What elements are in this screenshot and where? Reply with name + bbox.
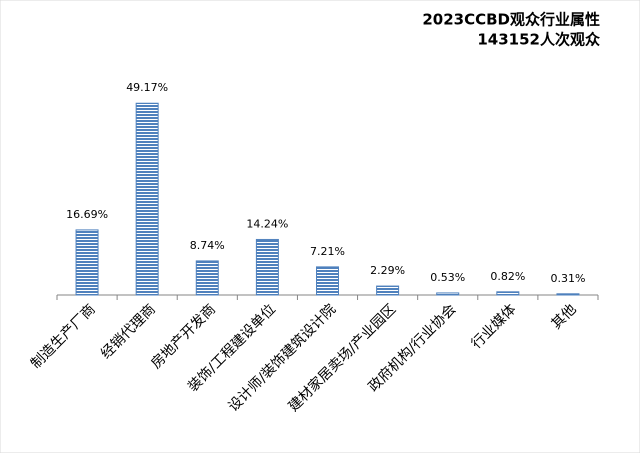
- bar: [556, 293, 580, 296]
- value-label: 49.17%: [126, 81, 168, 94]
- bar: [195, 260, 219, 296]
- value-label: 16.69%: [66, 208, 108, 221]
- bar: [316, 266, 339, 296]
- value-label: 7.21%: [310, 245, 345, 258]
- bar: [135, 102, 159, 296]
- value-label: 14.24%: [246, 217, 288, 230]
- value-label: 0.53%: [430, 271, 465, 284]
- chart-title: 2023CCBD观众行业属性: [422, 11, 600, 29]
- chart-subtitle: 143152人次观众: [477, 31, 600, 49]
- bar: [255, 238, 279, 296]
- value-label: 0.31%: [550, 272, 585, 285]
- bar: [75, 229, 99, 296]
- bar: [436, 292, 460, 296]
- value-label: 2.29%: [370, 264, 405, 277]
- value-label: 0.82%: [490, 270, 525, 283]
- value-label: 8.74%: [190, 239, 225, 252]
- bar: [376, 285, 400, 296]
- bar: [496, 291, 520, 296]
